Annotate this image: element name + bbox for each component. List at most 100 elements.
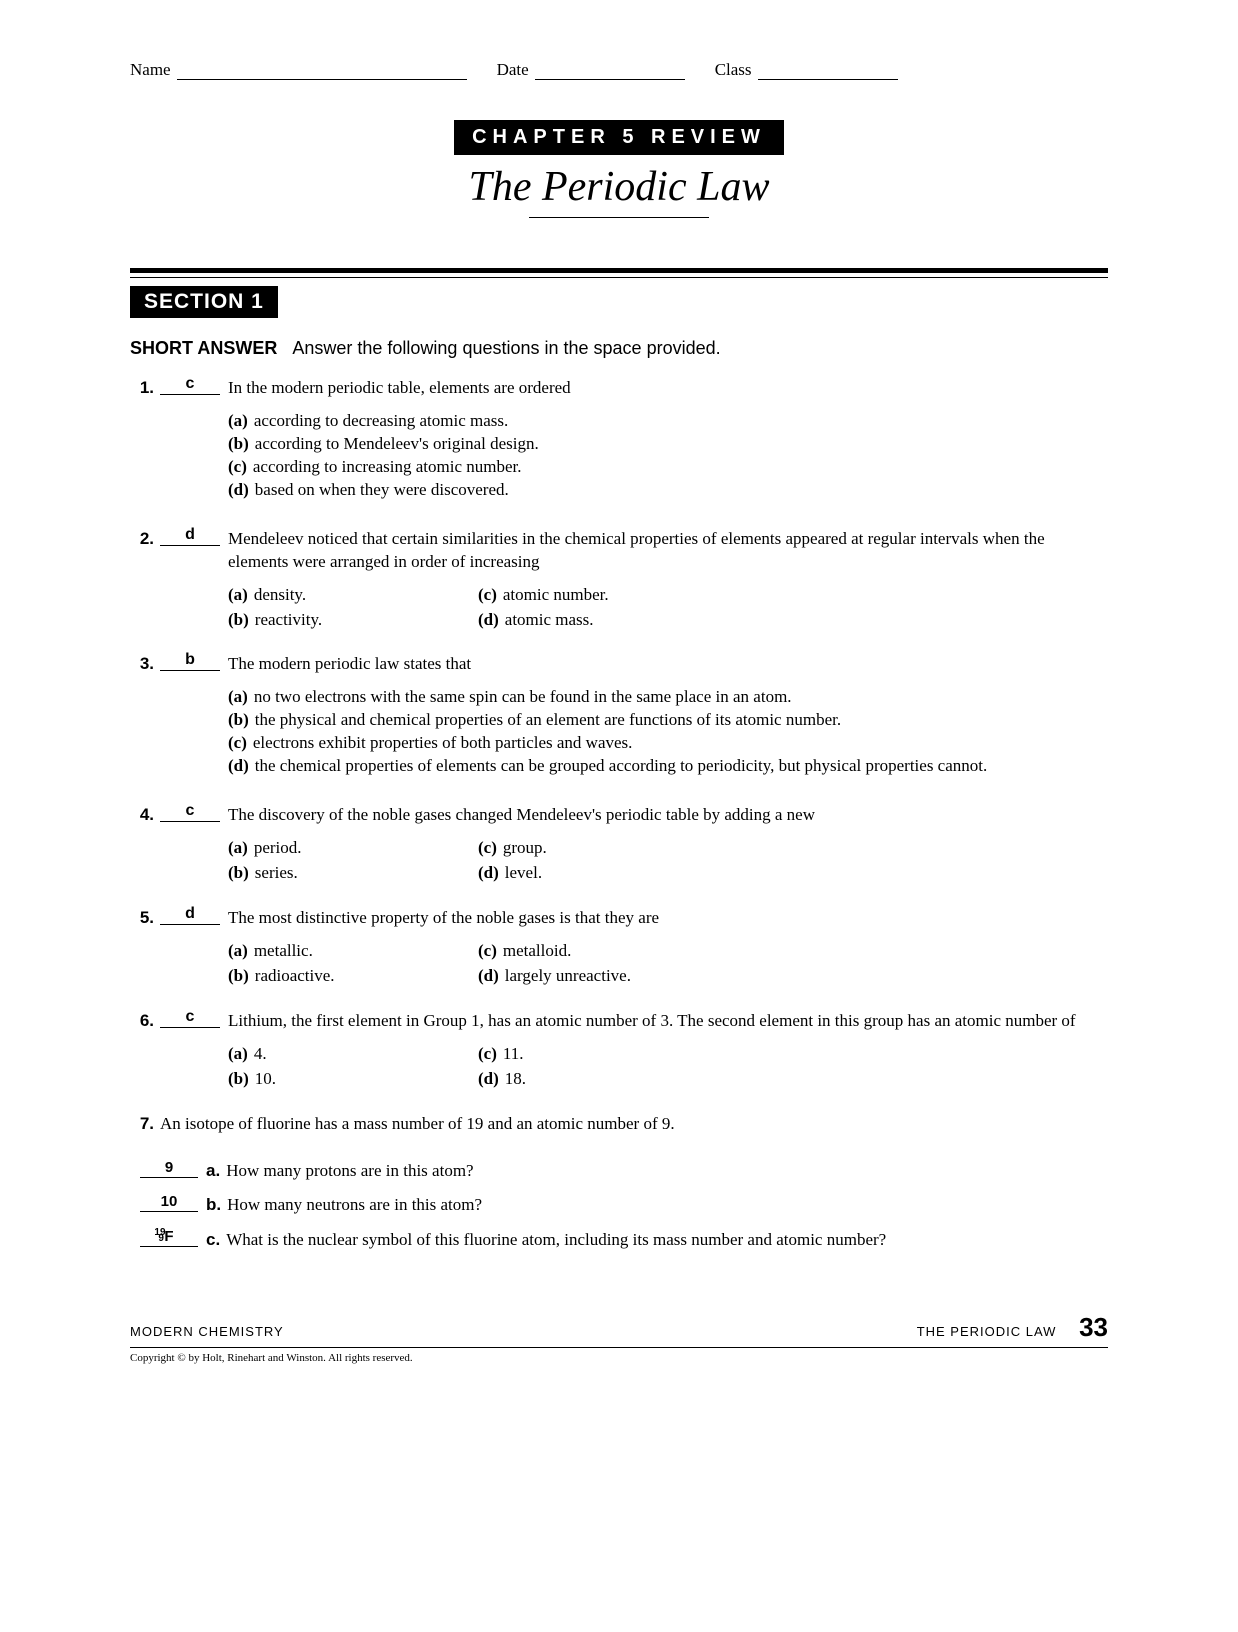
date-blank[interactable] <box>535 79 685 80</box>
option-letter: (c) <box>228 732 247 755</box>
answer-blank[interactable]: d <box>160 528 220 546</box>
option-text: the chemical properties of elements can … <box>255 755 987 778</box>
nuclear-symbol: 199F <box>164 1229 173 1244</box>
question-6: 6.c Lithium, the first element in Group 1… <box>130 1010 1108 1091</box>
option-letter: (d) <box>228 755 249 778</box>
option: (a) no two electrons with the same spin c… <box>228 686 1108 709</box>
answer-blank[interactable]: 9 <box>140 1160 198 1178</box>
option: (b) radioactive. <box>228 965 478 988</box>
option-letter: (b) <box>228 862 249 885</box>
option-letter: (b) <box>228 1068 249 1091</box>
option-text: metalloid. <box>503 940 571 963</box>
title-block: CHAPTER 5 REVIEW The Periodic Law <box>130 120 1108 218</box>
answer-blank[interactable]: c <box>160 1010 220 1028</box>
option-text: according to increasing atomic number. <box>253 456 522 479</box>
section-banner: SECTION 1 <box>130 286 278 318</box>
name-blank[interactable] <box>177 79 467 80</box>
name-field[interactable]: Name <box>130 60 467 80</box>
option: (c)11. <box>478 1043 1108 1066</box>
question-4: 4.c The discovery of the noble gases chan… <box>130 804 1108 885</box>
double-rule <box>130 268 1108 278</box>
question-number: 7. <box>130 1113 156 1146</box>
option-letter: (a) <box>228 837 248 860</box>
options: (a)metallic.(c) metalloid. (b) radioactive.… <box>228 940 1108 988</box>
option-text: 10. <box>255 1068 276 1091</box>
sub-question-1: 9a.How many protons are in this atom? <box>140 1160 1108 1183</box>
answer-blank[interactable]: d <box>160 907 220 925</box>
option-letter: (d) <box>478 1068 499 1091</box>
option-text: reactivity. <box>255 609 322 632</box>
instructions-text: Answer the following questions in the sp… <box>292 338 720 358</box>
answer-blank[interactable]: 199F <box>140 1229 198 1247</box>
option-letter: (c) <box>228 456 247 479</box>
instructions-heading: SHORT ANSWER <box>130 338 277 358</box>
sub-letter: c. <box>206 1230 220 1249</box>
option-letter: (b) <box>228 609 249 632</box>
option: (d)largely unreactive. <box>478 965 1108 988</box>
option: (b) 10. <box>228 1068 478 1091</box>
option-text: atomic mass. <box>505 609 594 632</box>
options: (a)density.(c)atomic number. (b) reactivit… <box>228 584 1108 632</box>
option-text: radioactive. <box>255 965 335 988</box>
question-number: 1. <box>130 377 156 506</box>
option: (a)density. <box>228 584 478 607</box>
question-2: 2.dMendeleev noticed that certain simila… <box>130 528 1108 632</box>
option-letter: (d) <box>478 862 499 885</box>
option-letter: (b) <box>228 965 249 988</box>
option: (a)metallic. <box>228 940 478 963</box>
sub-text: How many neutrons are in this atom? <box>227 1195 482 1214</box>
question-stem: Lithium, the first element in Group 1, h… <box>228 1010 1108 1033</box>
option-letter: (a) <box>228 410 248 433</box>
options: (a)period.(c)group.(b)series.(d)level. <box>228 837 1108 885</box>
answer-blank[interactable]: b <box>160 653 220 671</box>
instructions: SHORT ANSWER Answer the following questi… <box>130 338 1108 359</box>
options: (a)according to decreasing atomic mass.(… <box>228 410 1108 502</box>
option-text: electrons exhibit properties of both par… <box>253 732 633 755</box>
option-letter: (a) <box>228 686 248 709</box>
question-number: 3. <box>130 653 156 782</box>
header-fields: Name Date Class <box>130 60 1108 80</box>
option-text: 18. <box>505 1068 526 1091</box>
answer-blank[interactable]: 10 <box>140 1194 198 1212</box>
option-text: period. <box>254 837 302 860</box>
option: (c) metalloid. <box>478 940 1108 963</box>
question-number: 4. <box>130 804 156 885</box>
question-1: 1.cIn the modern periodic table, element… <box>130 377 1108 506</box>
footer: MODERN CHEMISTRY THE PERIODIC LAW 33 Cop… <box>130 1312 1108 1364</box>
option: (a)according to decreasing atomic mass. <box>228 410 1108 433</box>
option-text: 4. <box>254 1043 267 1066</box>
question-stem: The discovery of the noble gases changed… <box>228 804 1108 827</box>
answer-blank[interactable]: c <box>160 804 220 822</box>
option: (b) reactivity. <box>228 609 478 632</box>
sub-letter: b. <box>206 1195 221 1214</box>
option-letter: (b) <box>228 433 249 456</box>
option: (d) the chemical properties of elements c… <box>228 755 1108 778</box>
option-text: level. <box>505 862 542 885</box>
date-field[interactable]: Date <box>497 60 685 80</box>
question-number: 6. <box>130 1010 156 1091</box>
option: (a) period. <box>228 837 478 860</box>
option-text: according to Mendeleev's original design… <box>255 433 539 456</box>
option: (b)series. <box>228 862 478 885</box>
option-letter: (c) <box>478 940 497 963</box>
option-text: no two electrons with the same spin can … <box>254 686 792 709</box>
copyright: Copyright © by Holt, Rinehart and Winsto… <box>130 1352 1108 1364</box>
footer-left: MODERN CHEMISTRY <box>130 1324 284 1339</box>
question-7: 7. An isotope of fluorine has a mass num… <box>130 1113 1108 1146</box>
option-text: metallic. <box>254 940 313 963</box>
options: (a) no two electrons with the same spin c… <box>228 686 1108 778</box>
question-number: 2. <box>130 528 156 632</box>
option: (d) level. <box>478 862 1108 885</box>
option-letter: (d) <box>478 965 499 988</box>
option: (a)4. <box>228 1043 478 1066</box>
answer-blank[interactable]: c <box>160 377 220 395</box>
question-3: 3.bThe modern periodic law states that(a… <box>130 653 1108 782</box>
class-blank[interactable] <box>758 79 898 80</box>
option: (c)atomic number. <box>478 584 1108 607</box>
option-text: 11. <box>503 1043 524 1066</box>
option: (d)based on when they were discovered. <box>228 479 1108 502</box>
class-field[interactable]: Class <box>715 60 898 80</box>
option-text: density. <box>254 584 306 607</box>
sub-text: What is the nuclear symbol of this fluor… <box>226 1230 886 1249</box>
option-letter: (d) <box>478 609 499 632</box>
